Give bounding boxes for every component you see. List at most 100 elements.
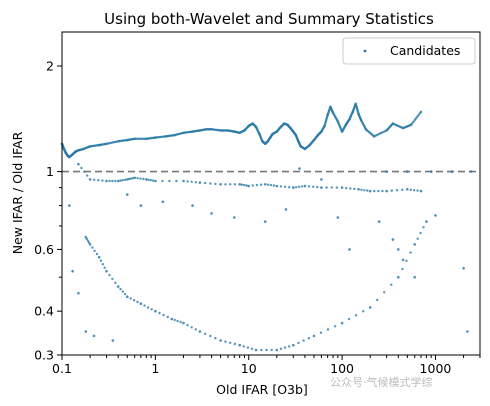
point-lower_band-2 <box>105 179 108 183</box>
y-tick-label-3: 1 <box>46 164 54 179</box>
point-lower_band-14 <box>275 184 279 188</box>
point-scattered-27 <box>469 170 473 173</box>
point-decay_arc-14-2 <box>283 346 287 349</box>
point-scattered-1 <box>71 269 74 273</box>
point-lower_band-15 <box>292 186 295 189</box>
point-decay_arc-4-3 <box>123 292 127 296</box>
point-decay_arc-5-2 <box>132 299 136 302</box>
point-decay_arc-2-2 <box>101 263 105 266</box>
point-lower_band-13-1 <box>266 183 270 186</box>
point-decay_arc-1-3 <box>95 252 99 256</box>
point-lower_band-11-2 <box>243 183 246 187</box>
point-decay_arc-11-1 <box>224 340 227 343</box>
point-decay_arc-20-3 <box>422 226 425 229</box>
point-decay_arc-3-1 <box>108 273 111 277</box>
point-decay_arc-19-1 <box>401 267 404 271</box>
x-axis: 0.1 1 10 100 1000 <box>52 355 481 376</box>
point-decay_arc-6-1 <box>143 304 146 307</box>
point-lower_band-20 <box>368 189 372 193</box>
point-lower_band-13 <box>263 183 267 186</box>
watermark-text: 公众号·气候模式学综 <box>330 375 433 389</box>
point-lower_band-3-2 <box>121 179 124 182</box>
point-lower_band-12-2 <box>255 183 259 187</box>
point-lower_band-3-1 <box>119 179 122 182</box>
point-decay_arc-5-3 <box>136 300 139 304</box>
point-decay_arc-3-3 <box>114 281 117 284</box>
x-tick-label-2: 10 <box>241 361 257 376</box>
point-decay_arc-6-3 <box>150 308 153 311</box>
point-decay_arc-18-3 <box>390 283 393 286</box>
point-lower_band-6-1 <box>147 178 150 181</box>
point-lower_band-16-3 <box>316 186 319 189</box>
point-lower_band-10-2 <box>229 183 232 186</box>
point-scattered-11 <box>233 216 236 219</box>
point-decay_arc-7 <box>154 309 157 313</box>
point-decay_arc-6 <box>139 302 143 306</box>
point-decay_arc-13-2 <box>265 348 268 352</box>
point-lower_band-22-2 <box>413 189 416 192</box>
point-scattered-28 <box>385 170 388 173</box>
point-lower_band-0-1 <box>80 166 83 170</box>
point-lower_band-9-3 <box>214 182 217 186</box>
point-lower_band-23 <box>419 189 423 193</box>
point-lower_band-4-3 <box>131 177 134 180</box>
point-lower_band-12-3 <box>259 183 263 186</box>
point-lower_band-18-3 <box>353 187 356 191</box>
point-decay_arc-9-1 <box>186 324 189 327</box>
point-lower_band-12-1 <box>251 184 254 187</box>
point-lower_band-9 <box>198 181 202 184</box>
point-lower_band-19-1 <box>360 188 363 191</box>
point-scattered-18 <box>377 220 381 223</box>
point-decay_arc-7-1 <box>158 311 161 315</box>
point-lower_band-1-3 <box>101 179 104 182</box>
point-decay_arc-16 <box>312 334 316 338</box>
point-upper_band-70 <box>419 110 423 114</box>
y-axis: 0.3 0.4 0.6 1 2 <box>34 58 62 363</box>
point-decay_arc-1-2 <box>93 249 96 252</box>
point-decay_arc-8 <box>170 317 174 321</box>
point-decay_arc-13 <box>254 348 258 352</box>
point-decay_arc-19 <box>397 275 400 279</box>
point-lower_band-0-3 <box>86 174 89 177</box>
point-decay_arc-9 <box>182 321 185 325</box>
plot-area <box>60 31 481 356</box>
legend-marker <box>363 49 367 53</box>
chart-title: Using both-Wavelet and Summary Statistic… <box>104 10 434 28</box>
point-scattered-0 <box>68 204 71 207</box>
point-lower_band-3 <box>116 179 120 183</box>
point-decay_arc-18-1 <box>376 298 379 302</box>
point-decay_arc-11 <box>219 339 222 342</box>
point-decay_arc-14-3 <box>288 345 291 348</box>
point-lower_band-4-2 <box>129 177 133 180</box>
point-lower_band-19 <box>357 188 360 191</box>
point-decay_arc-20 <box>413 243 417 246</box>
point-decay_arc-7-3 <box>166 315 169 319</box>
point-decay_arc-3 <box>105 269 108 273</box>
point-scattered-12 <box>263 220 267 223</box>
legend: Candidates <box>342 37 476 65</box>
plot-frame <box>61 31 481 356</box>
point-decay_arc-5 <box>126 295 129 299</box>
point-lower_band-19-2 <box>363 189 366 192</box>
point-decay_arc-0-1 <box>85 237 89 241</box>
point-scattered-15 <box>320 178 323 181</box>
point-decay_arc-13-3 <box>270 348 273 352</box>
point-decay_arc-15-3 <box>307 337 310 340</box>
point-scattered-3 <box>84 330 88 333</box>
point-decay_arc-6-2 <box>146 306 150 309</box>
point-decay_arc-4 <box>116 285 120 288</box>
point-scattered-29 <box>406 170 409 173</box>
point-lower_band-1-2 <box>97 179 100 182</box>
point-lower_band-17-3 <box>335 186 339 189</box>
point-lower_band-21-3 <box>401 188 404 191</box>
point-lower_band-22-3 <box>416 189 419 192</box>
point-lower_band-20-2 <box>377 189 380 193</box>
point-decay_arc-19-2 <box>405 259 408 262</box>
point-lower_band-15-1 <box>295 186 298 189</box>
point-lower_band-6-2 <box>149 179 152 182</box>
point-lower_band-20-1 <box>373 189 376 193</box>
point-lower_band-2-2 <box>111 179 114 183</box>
point-lower_band-19-3 <box>366 189 369 192</box>
point-scattered-5 <box>111 339 115 342</box>
